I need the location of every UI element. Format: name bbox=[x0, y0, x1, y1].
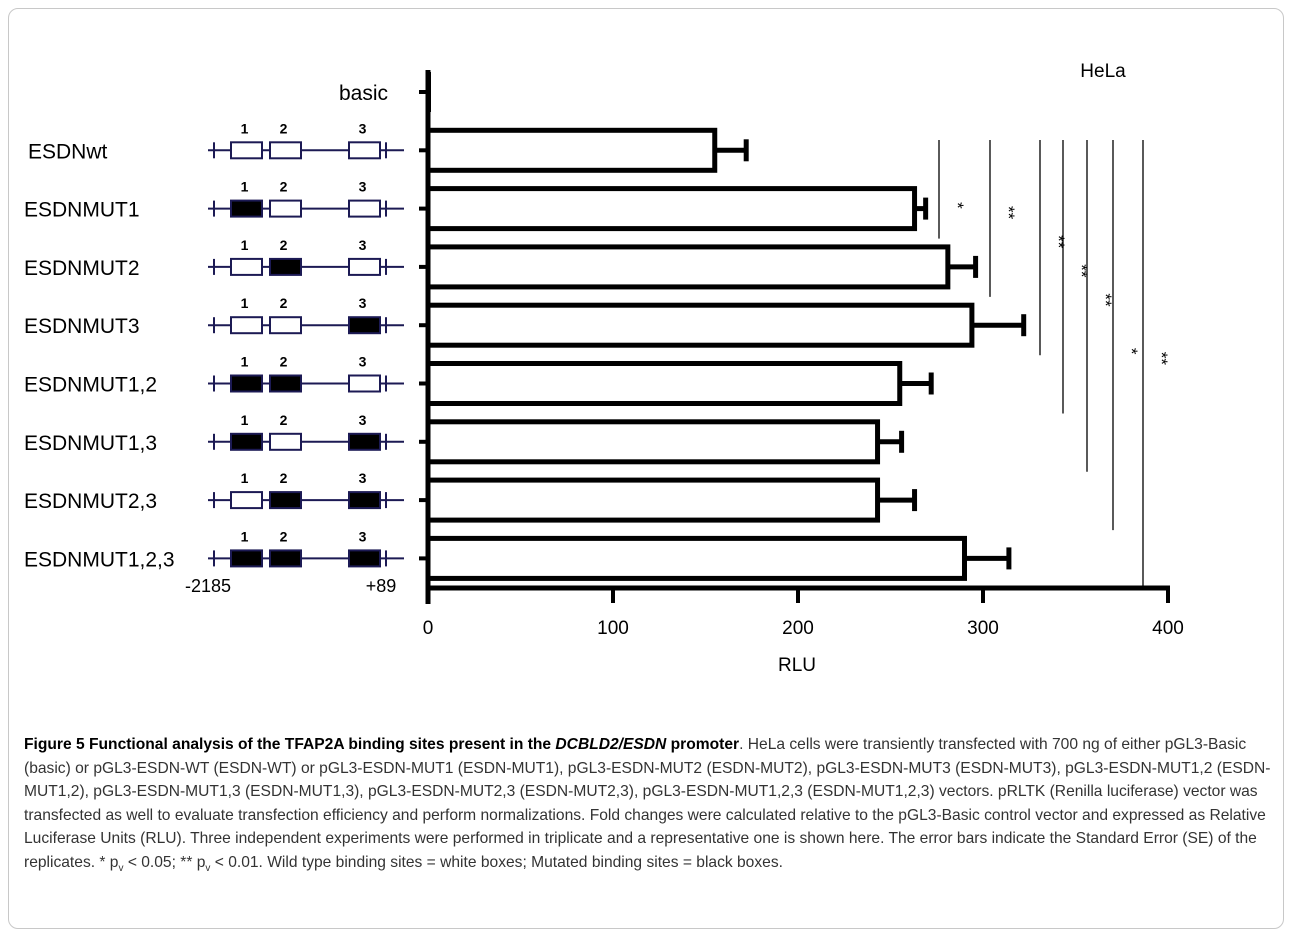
site-number-label: 3 bbox=[359, 237, 367, 253]
site-number-label: 1 bbox=[241, 237, 249, 253]
mutated-binding-site bbox=[269, 549, 302, 568]
mutated-binding-site bbox=[230, 432, 263, 451]
site-number-label: 3 bbox=[359, 354, 367, 370]
promoter-diagrams: 1 2 3 1 2 3 1 2 3 1 2 3 1 2 3 1 2 3 1 2 3 1 2 3 bbox=[208, 120, 404, 568]
mutated-binding-site bbox=[230, 374, 263, 393]
site-number-label: 1 bbox=[241, 179, 249, 195]
bar bbox=[425, 419, 881, 465]
category-label: ESDNwt bbox=[28, 140, 108, 163]
category-label: ESDNMUT1,2,3 bbox=[24, 548, 175, 571]
caption-title: Figure 5 Functional analysis of the TFAP… bbox=[24, 736, 740, 753]
x-tick-label: 200 bbox=[782, 618, 814, 639]
x-tick-label: 0 bbox=[423, 618, 434, 639]
mutated-binding-site bbox=[269, 374, 302, 393]
bar bbox=[425, 244, 951, 290]
wild-type-binding-site bbox=[230, 316, 263, 335]
wild-type-binding-site bbox=[348, 374, 381, 393]
bar bbox=[425, 186, 918, 232]
wild-type-binding-site bbox=[269, 316, 302, 335]
site-number-label: 2 bbox=[280, 120, 288, 136]
category-label: ESDNMUT2 bbox=[24, 257, 140, 280]
wild-type-binding-site bbox=[348, 257, 381, 276]
mutated-binding-site bbox=[348, 491, 381, 510]
site-number-label: 3 bbox=[359, 120, 367, 136]
site-number-label: 2 bbox=[280, 295, 288, 311]
x-axis-title: RLU bbox=[778, 655, 816, 676]
significance-label: * bbox=[948, 202, 967, 209]
error-bars bbox=[714, 139, 1027, 570]
site-number-label: 2 bbox=[280, 470, 288, 486]
panel-label: HeLa bbox=[1080, 61, 1126, 82]
mutated-binding-site bbox=[230, 549, 263, 568]
mutated-binding-site bbox=[230, 199, 263, 218]
wild-type-binding-site bbox=[269, 141, 302, 160]
bar bbox=[425, 361, 903, 406]
bar bbox=[425, 535, 967, 581]
wild-type-binding-site bbox=[230, 491, 263, 510]
x-tick-label: 400 bbox=[1152, 618, 1184, 639]
category-label: ESDNMUT3 bbox=[24, 315, 140, 338]
site-number-label: 3 bbox=[359, 295, 367, 311]
wild-type-binding-site bbox=[348, 199, 381, 218]
wild-type-binding-site bbox=[348, 141, 381, 160]
site-number-label: 3 bbox=[359, 528, 367, 544]
site-number-label: 2 bbox=[280, 354, 288, 370]
site-number-label: 1 bbox=[241, 412, 249, 428]
mutated-binding-site bbox=[348, 549, 381, 568]
x-tick-label: 100 bbox=[597, 618, 629, 639]
site-number-label: 3 bbox=[359, 179, 367, 195]
site-number-label: 1 bbox=[241, 295, 249, 311]
wild-type-binding-site bbox=[269, 199, 302, 218]
site-number-label: 3 bbox=[359, 412, 367, 428]
significance-label: ** bbox=[1049, 235, 1068, 249]
mutated-binding-site bbox=[348, 432, 381, 451]
caption-body: . HeLa cells were transiently transfecte… bbox=[24, 736, 1271, 871]
rlu-bar-chart: 1 2 3 1 2 3 1 2 3 1 2 3 1 2 3 1 2 3 1 2 3 1 2 3 basic ESDNwt ESDN… bbox=[24, 61, 1184, 676]
significance-label: ** bbox=[999, 206, 1018, 220]
bar bbox=[425, 127, 718, 173]
site-number-label: 3 bbox=[359, 470, 367, 486]
figure-frame bbox=[8, 8, 1284, 929]
mutated-binding-site bbox=[348, 316, 381, 335]
wild-type-binding-site bbox=[230, 257, 263, 276]
site-number-label: 2 bbox=[280, 179, 288, 195]
significance-label: ** bbox=[1072, 264, 1091, 278]
figure-caption: Figure 5 Functional analysis of the TFAP… bbox=[24, 736, 1271, 874]
category-label: basic bbox=[339, 82, 388, 105]
bar bbox=[425, 302, 975, 348]
significance-label: ** bbox=[1096, 293, 1115, 307]
site-number-label: 1 bbox=[241, 528, 249, 544]
wild-type-binding-site bbox=[230, 141, 263, 160]
axes: 0 100 200 300 400 bbox=[419, 70, 1184, 639]
wild-type-binding-site bbox=[269, 432, 302, 451]
promoter-start-label: -2185 bbox=[185, 576, 231, 596]
site-number-label: 2 bbox=[280, 237, 288, 253]
site-number-label: 2 bbox=[280, 412, 288, 428]
mutated-binding-site bbox=[269, 491, 302, 510]
category-label: ESDNMUT2,3 bbox=[24, 490, 157, 513]
site-number-label: 1 bbox=[241, 470, 249, 486]
site-number-label: 1 bbox=[241, 120, 249, 136]
bar bbox=[425, 477, 881, 523]
category-label: ESDNMUT1 bbox=[24, 199, 140, 222]
significance-label: * bbox=[1122, 348, 1141, 355]
significance-markers: ************ bbox=[938, 140, 1171, 589]
site-number-label: 2 bbox=[280, 528, 288, 544]
mutated-binding-site bbox=[269, 257, 302, 276]
significance-label: ** bbox=[1152, 352, 1171, 366]
category-label: ESDNMUT1,2 bbox=[24, 374, 157, 397]
promoter-end-label: +89 bbox=[366, 576, 397, 596]
site-number-label: 1 bbox=[241, 354, 249, 370]
category-labels: basic ESDNwt ESDNMUT1 ESDNMUT2 ESDNMUT3 ESDNM… bbox=[24, 82, 388, 571]
category-label: ESDNMUT1,3 bbox=[24, 432, 157, 455]
x-tick-label: 300 bbox=[967, 618, 999, 639]
